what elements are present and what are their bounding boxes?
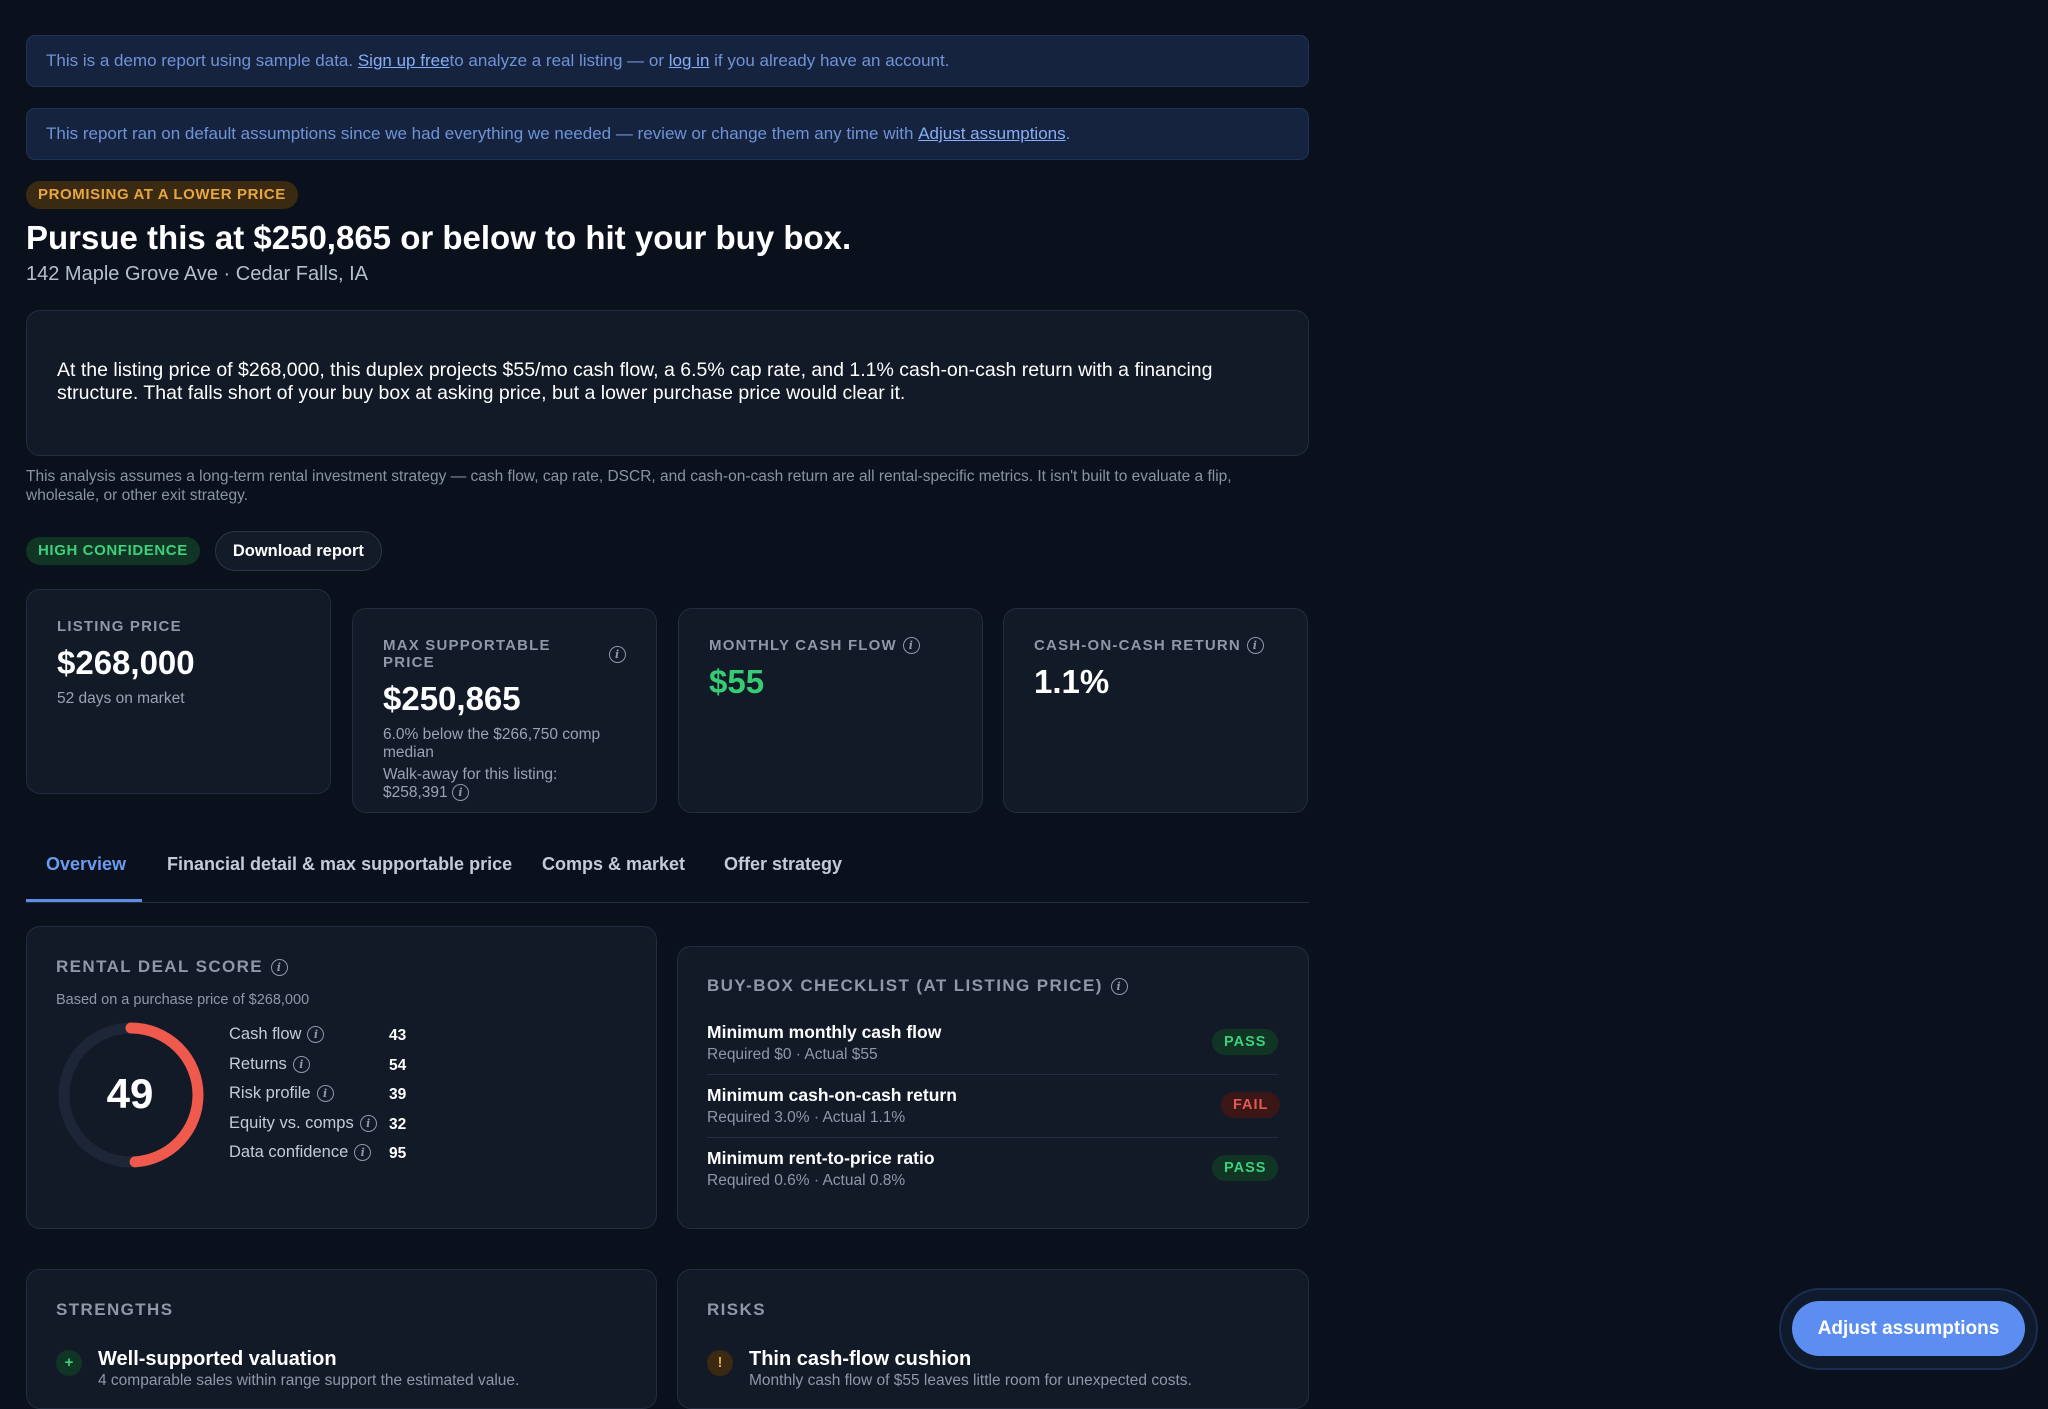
score-row-label: Returns — [229, 1055, 287, 1073]
score-row-value: 95 — [389, 1145, 407, 1162]
max-price-value: $250,865 — [383, 680, 521, 717]
report-tabs: Overview Financial detail & max supporta… — [26, 824, 1309, 903]
cash-flow-label: MONTHLY CASH FLOW — [709, 637, 897, 654]
info-icon[interactable]: i — [271, 958, 289, 976]
max-price-label: MAX SUPPORTABLE PRICE — [383, 637, 551, 671]
score-row-value: 43 — [389, 1027, 407, 1044]
login-link[interactable]: log in — [668, 51, 710, 70]
checklist-item-title: Minimum monthly cash flow — [707, 1022, 942, 1042]
risks-title: RISKS — [707, 1300, 766, 1319]
cash-flow-value: $55 — [709, 663, 765, 700]
demo-banner-prefix: This is a demo report using sample data. — [46, 51, 354, 70]
risk-detail: Monthly cash flow of $55 leaves little r… — [749, 1372, 1192, 1389]
defaults-banner-suffix: . — [1065, 124, 1071, 143]
info-icon[interactable]: i — [292, 1056, 310, 1073]
score-row-label: Data confidence — [229, 1143, 349, 1161]
tab-comps-market[interactable]: Comps & market — [542, 854, 686, 874]
listing-price-card: LISTING PRICE $268,000 52 days on market — [26, 589, 331, 794]
max-price-card: MAX SUPPORTABLE PRICE i $250,865 6.0% bel… — [352, 608, 657, 813]
signup-link[interactable]: Sign up free — [357, 51, 450, 70]
checklist-item-title: Minimum rent-to-price ratio — [707, 1148, 935, 1168]
plus-icon: + — [56, 1350, 82, 1376]
info-icon[interactable]: i — [354, 1144, 372, 1161]
divider — [707, 1074, 1278, 1075]
tab-financial-detail[interactable]: Financial detail & max supportable price — [167, 854, 513, 874]
checklist-item-detail: Required 3.0% · Actual 1.1% — [707, 1109, 906, 1126]
report-container: This is a demo report using sample data.… — [26, 35, 1309, 829]
info-icon[interactable]: i — [1246, 637, 1264, 654]
deal-score-gauge — [58, 1022, 204, 1168]
score-row-value: 32 — [389, 1116, 407, 1133]
defaults-banner-prefix: This report ran on default assumptions s… — [46, 124, 914, 143]
adjust-assumptions-link[interactable]: Adjust assumptions — [918, 124, 1066, 143]
warning-icon: ! — [707, 1350, 733, 1376]
info-icon[interactable]: i — [316, 1085, 334, 1102]
score-row-value: 54 — [389, 1057, 407, 1074]
strategy-note: This analysis assumes a long-term rental… — [26, 468, 1232, 504]
info-icon[interactable]: i — [1110, 977, 1128, 995]
demo-banner-middle: to analyze a real listing — or — [449, 51, 665, 70]
coc-card: CASH-ON-CASH RETURN i 1.1% — [1003, 608, 1308, 813]
page-title: Pursue this at $250,865 or below to hit … — [26, 219, 852, 256]
demo-banner: This is a demo report using sample data.… — [26, 35, 1309, 87]
coc-value: 1.1% — [1034, 663, 1110, 700]
cash-flow-card: MONTHLY CASH FLOW i $55 — [678, 608, 983, 813]
status-badge: FAIL — [1221, 1092, 1281, 1118]
adjust-assumptions-button[interactable]: Adjust assumptions — [1792, 1301, 2025, 1356]
verdict-badge: PROMISING AT A LOWER PRICE — [26, 181, 298, 209]
info-icon[interactable]: i — [451, 784, 469, 802]
coc-label: CASH-ON-CASH RETURN — [1034, 637, 1241, 654]
checklist-title: BUY-BOX CHECKLIST (AT LISTING PRICE) — [707, 976, 1103, 995]
walk-away-note: Walk-away for this listing: $258,391 — [383, 766, 558, 801]
checklist-item: Minimum rent-to-price ratio Required 0.6… — [707, 1148, 935, 1190]
tab-overview[interactable]: Overview — [46, 854, 127, 874]
deal-score-panel — [26, 926, 657, 1229]
metric-cards: LISTING PRICE $268,000 52 days on market… — [26, 589, 1309, 829]
info-icon[interactable]: i — [902, 637, 920, 654]
strength-title: Well-supported valuation — [98, 1348, 337, 1370]
tab-offer-strategy[interactable]: Offer strategy — [724, 854, 843, 874]
risk-title: Thin cash-flow cushion — [749, 1348, 972, 1370]
report-actions: HIGH CONFIDENCE Download report — [26, 531, 1309, 571]
buy-box-checklist-panel — [677, 946, 1309, 1229]
days-on-market: 52 days on market — [57, 690, 185, 707]
divider — [707, 1137, 1278, 1138]
strengths-title: STRENGTHS — [56, 1300, 174, 1319]
checklist-item: Minimum cash-on-cash return Required 3.0… — [707, 1085, 957, 1127]
checklist-item-detail: Required $0 · Actual $55 — [707, 1046, 878, 1063]
demo-banner-suffix: if you already have an account. — [714, 51, 950, 70]
checklist-item-title: Minimum cash-on-cash return — [707, 1085, 957, 1105]
download-report-button[interactable]: Download report — [214, 531, 382, 571]
checklist-item-detail: Required 0.6% · Actual 0.8% — [707, 1172, 906, 1189]
strength-detail: 4 comparable sales within range support … — [98, 1372, 520, 1389]
status-badge: PASS — [1212, 1029, 1279, 1055]
listing-price-label: LISTING PRICE — [57, 618, 182, 635]
checklist-item: Minimum monthly cash flow Required $0 · … — [707, 1022, 941, 1064]
score-row-value: 39 — [389, 1086, 407, 1103]
deal-score-subtitle: Based on a purchase price of $268,000 — [56, 992, 310, 1008]
deal-score-value: 49 — [106, 1070, 154, 1117]
property-address: 142 Maple Grove Ave · Cedar Falls, IA — [26, 263, 369, 285]
summary-text: At the listing price of $268,000, this d… — [57, 359, 1213, 404]
info-icon[interactable]: i — [307, 1026, 325, 1043]
score-row-label: Risk profile — [229, 1084, 311, 1102]
listing-price-value: $268,000 — [57, 644, 195, 681]
info-icon[interactable]: i — [359, 1115, 377, 1132]
defaults-banner: This report ran on default assumptions s… — [26, 108, 1309, 160]
confidence-badge: HIGH CONFIDENCE — [26, 537, 200, 565]
summary-card: At the listing price of $268,000, this d… — [26, 310, 1309, 456]
gauge-arc — [58, 1022, 204, 1168]
comp-median-note: 6.0% below the $266,750 comp median — [383, 726, 601, 761]
status-badge: PASS — [1212, 1155, 1279, 1181]
score-row-label: Cash flow — [229, 1025, 302, 1043]
deal-score-title: RENTAL DEAL SCORE — [56, 957, 264, 976]
active-tab-indicator — [26, 899, 142, 902]
score-row-label: Equity vs. comps — [229, 1114, 354, 1132]
info-icon[interactable]: i — [609, 645, 626, 663]
